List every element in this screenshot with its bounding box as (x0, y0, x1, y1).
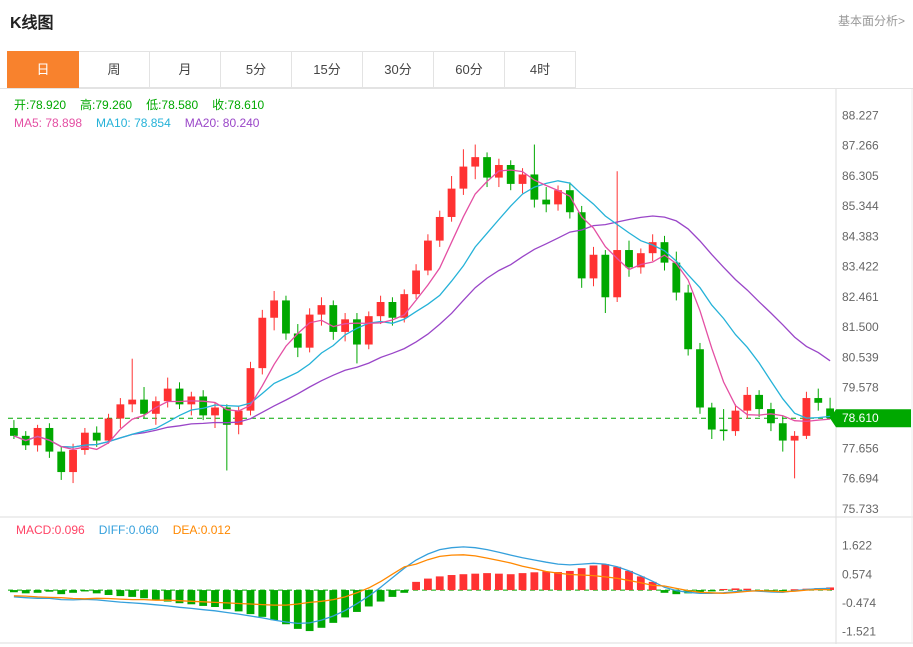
y-axis-tick: 86.305 (842, 169, 879, 183)
tab-15min[interactable]: 15分 (291, 51, 363, 88)
y-axis-tick: 76.694 (842, 472, 879, 486)
kline-chart[interactable]: 88.227 87.266 86.305 85.344 84.383 83.422 82.4… (0, 89, 913, 644)
y-axis-tick: 84.383 (842, 229, 879, 243)
y-axis-tick: 82.461 (842, 290, 879, 304)
y-axis-tick: 77.656 (842, 441, 879, 455)
tab-30min[interactable]: 30分 (362, 51, 434, 88)
chart-area: 88.227 87.266 86.305 85.344 84.383 83.422 82.4… (0, 88, 913, 645)
ma20-line (13, 215, 831, 448)
y-axis-tick: 75.733 (842, 502, 879, 516)
dea-line (13, 554, 831, 606)
ma5-line (13, 169, 831, 451)
y-axis-tick: 79.578 (842, 381, 879, 395)
y-axis-tick: 83.422 (842, 260, 879, 274)
tab-bar: 日周月 5分 15分 30分 60分 4时 (7, 51, 576, 88)
macd-y-tick: 0.574 (842, 567, 872, 581)
tab-60min[interactable]: 60分 (433, 51, 505, 88)
macd-y-tick: -0.474 (842, 596, 876, 610)
y-axis-tick: 81.500 (842, 320, 879, 334)
candles-layer (10, 144, 834, 484)
y-axis-tick: 80.539 (842, 350, 879, 364)
ma10-line (13, 180, 831, 448)
macd-hist-layer (10, 564, 834, 632)
tab-day[interactable]: 日 (7, 51, 79, 88)
y-axis-tick: 87.266 (842, 139, 879, 153)
diff-line (13, 546, 831, 625)
y-axis-tick: 88.227 (842, 108, 879, 122)
current-price-tag (830, 409, 911, 428)
y-axis-tick: 85.344 (842, 199, 879, 213)
current-price-tag-value: 78.610 (842, 411, 879, 425)
tab-month[interactable]: 月 (149, 51, 221, 88)
fundamental-analysis-link[interactable]: 基本面分析> (837, 14, 905, 28)
page-title: K线图 (10, 15, 54, 32)
macd-y-tick: 1.622 (842, 539, 872, 553)
tab-week[interactable]: 周 (78, 51, 150, 88)
tab-4hour[interactable]: 4时 (504, 51, 576, 88)
macd-y-tick: -1.521 (842, 625, 876, 639)
tab-5min[interactable]: 5分 (220, 51, 292, 88)
